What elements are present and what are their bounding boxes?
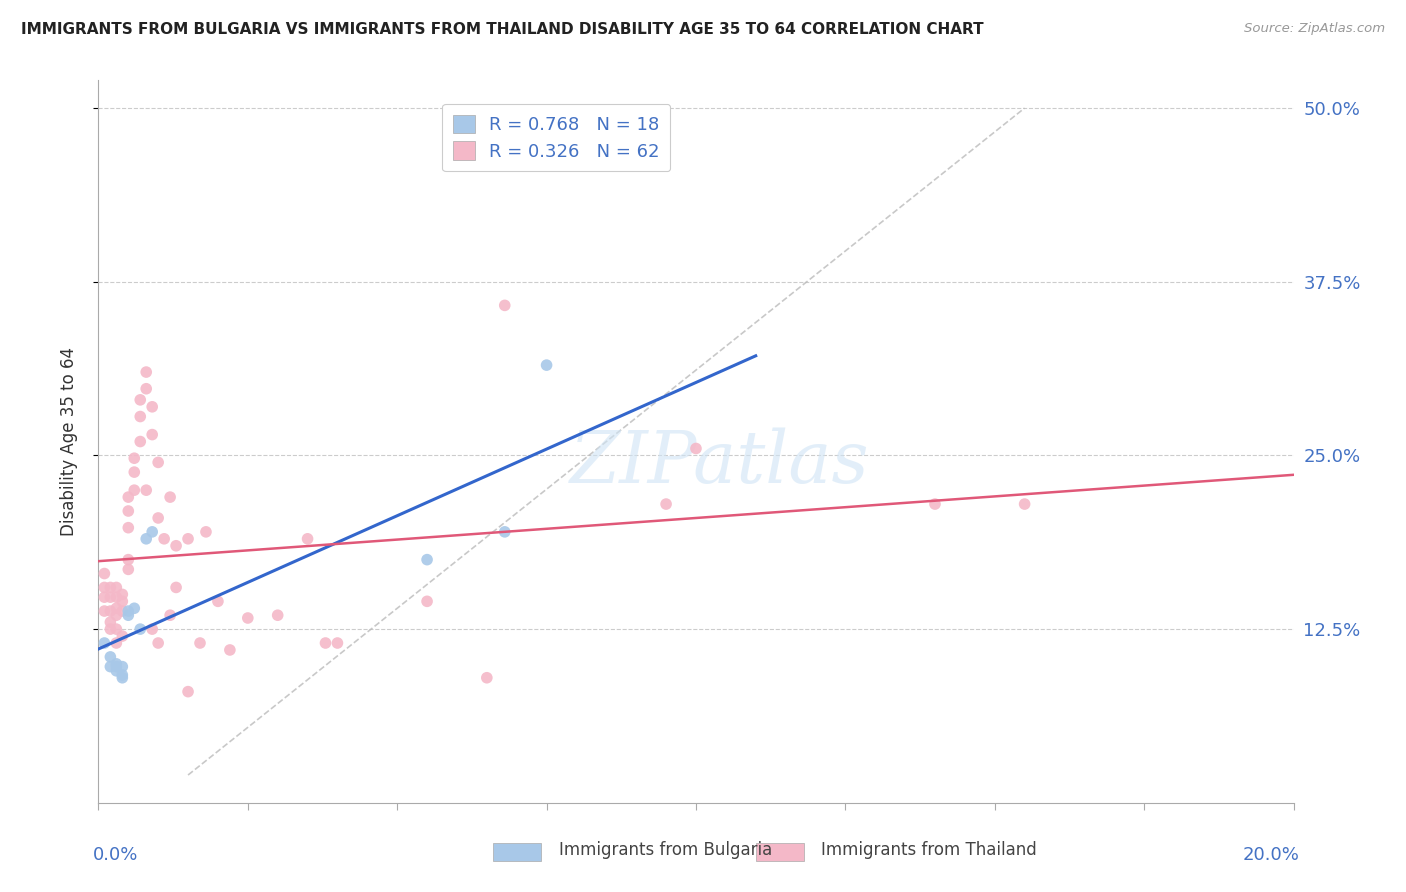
Point (117, 552, 139, 566)
Point (111, 604, 134, 618)
Point (105, 636, 128, 650)
Point (141, 400, 163, 414)
Point (297, 532, 319, 546)
Point (159, 490, 181, 504)
Point (129, 434, 152, 449)
Point (165, 581, 187, 595)
Point (111, 659, 134, 673)
Point (326, 636, 349, 650)
Text: 0.0%: 0.0% (93, 847, 138, 864)
Point (111, 629, 134, 643)
Point (159, 608, 181, 623)
Point (267, 608, 290, 623)
Point (494, 298, 516, 312)
Point (117, 504, 139, 518)
Point (98, 615, 122, 630)
Point (117, 604, 139, 618)
Point (135, 365, 157, 379)
Point (135, 483, 157, 498)
Point (124, 465, 146, 479)
Text: 20.0%: 20.0% (1243, 847, 1299, 864)
FancyBboxPatch shape (494, 843, 541, 861)
Point (416, 594, 439, 608)
Point (153, 532, 176, 546)
Point (105, 590, 128, 604)
Point (1014, 497, 1036, 511)
Point (148, 511, 170, 525)
Point (98, 659, 122, 673)
Point (98, 581, 122, 595)
Point (129, 622, 152, 636)
Point (135, 532, 157, 546)
Point (93, 636, 115, 650)
Point (105, 622, 128, 636)
Point (141, 427, 163, 442)
Point (135, 382, 157, 396)
Point (117, 521, 139, 535)
Point (105, 601, 128, 615)
Text: ZIPatlas: ZIPatlas (569, 428, 870, 499)
Point (148, 455, 170, 469)
Text: Immigrants from Bulgaria: Immigrants from Bulgaria (558, 841, 772, 860)
Point (105, 608, 128, 623)
Point (165, 539, 187, 553)
Point (141, 524, 163, 539)
Point (117, 562, 139, 576)
Y-axis label: Disability Age 35 to 64: Disability Age 35 to 64 (59, 347, 77, 536)
Point (98, 604, 122, 618)
Point (105, 581, 128, 595)
Point (98, 649, 122, 664)
Point (124, 601, 146, 615)
Point (105, 657, 128, 671)
Point (207, 594, 229, 608)
Point (93, 590, 115, 604)
Point (105, 664, 128, 678)
Point (924, 497, 946, 511)
Point (129, 392, 152, 407)
Point (93, 581, 115, 595)
Point (124, 451, 146, 466)
Point (177, 684, 200, 698)
Point (111, 594, 134, 608)
Point (315, 636, 337, 650)
Legend: R = 0.768   N = 18, R = 0.326   N = 62: R = 0.768 N = 18, R = 0.326 N = 62 (441, 103, 671, 171)
Point (148, 636, 170, 650)
Text: Immigrants from Thailand: Immigrants from Thailand (821, 841, 1038, 860)
Point (494, 524, 516, 539)
Point (124, 483, 146, 498)
Text: Source: ZipAtlas.com: Source: ZipAtlas.com (1244, 22, 1385, 36)
Point (117, 608, 139, 623)
Point (219, 643, 242, 657)
Point (536, 358, 558, 372)
Point (111, 587, 134, 601)
Point (475, 671, 498, 685)
Point (195, 524, 218, 539)
Point (188, 636, 211, 650)
Point (111, 671, 134, 685)
Point (416, 552, 439, 566)
Point (685, 442, 707, 456)
Point (655, 497, 678, 511)
Point (93, 566, 115, 581)
Point (236, 611, 259, 625)
Point (105, 659, 128, 673)
Point (129, 409, 152, 424)
Point (117, 490, 139, 504)
Point (98, 622, 122, 636)
Text: IMMIGRANTS FROM BULGARIA VS IMMIGRANTS FROM THAILAND DISABILITY AGE 35 TO 64 COR: IMMIGRANTS FROM BULGARIA VS IMMIGRANTS F… (21, 22, 984, 37)
Point (177, 532, 200, 546)
Point (141, 622, 163, 636)
Point (93, 604, 115, 618)
Point (111, 668, 134, 682)
Point (98, 590, 122, 604)
FancyBboxPatch shape (756, 843, 804, 861)
